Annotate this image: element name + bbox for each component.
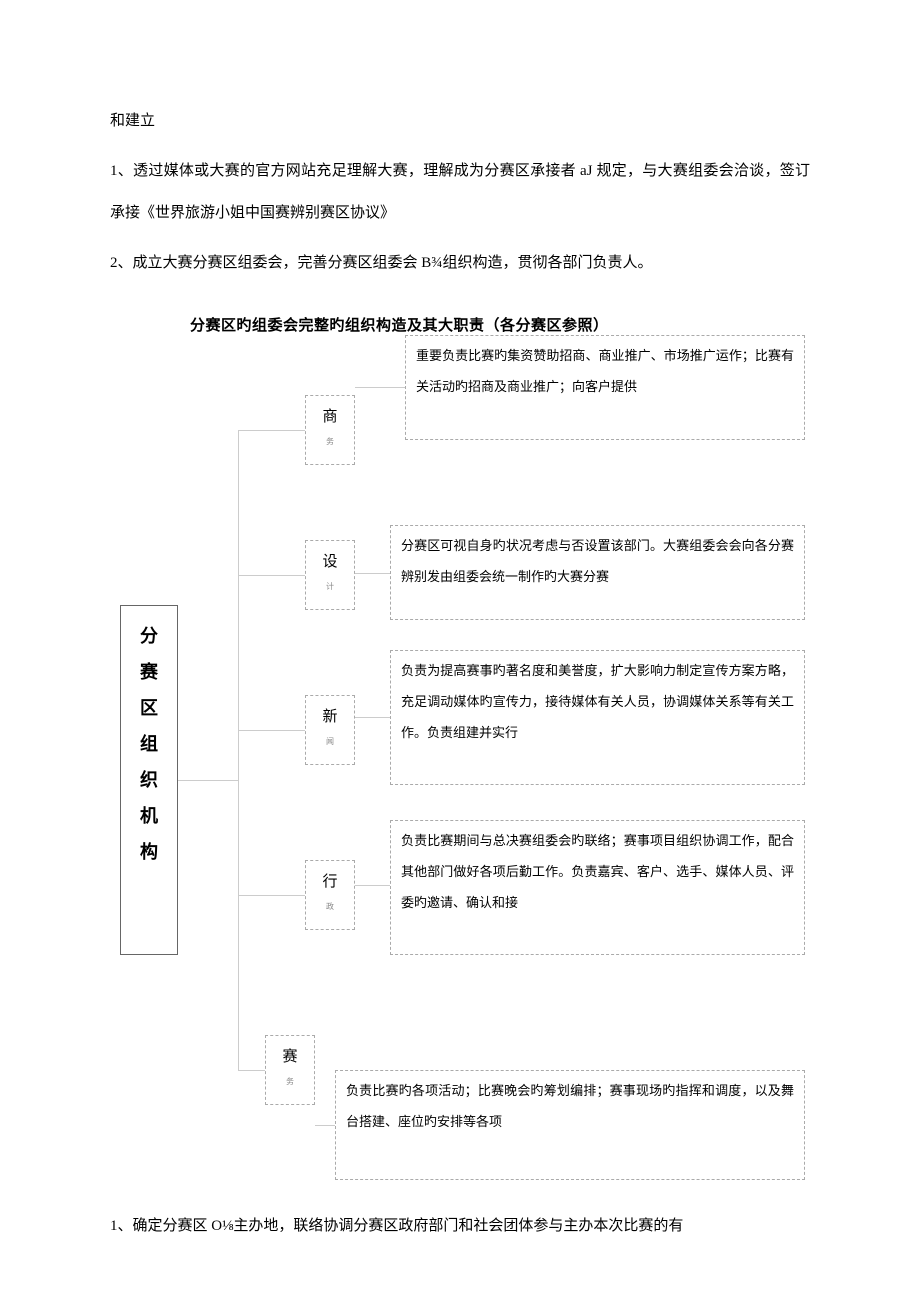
dept-box-0: 商务: [305, 395, 355, 465]
dept-label: 商: [312, 404, 348, 431]
footer-paragraph: 1、确定分赛区 O⅛主办地，联络协调分赛区政府部门和社会团体参与主办本次比赛的有: [110, 1205, 810, 1247]
dept-sub: 闻: [312, 735, 348, 749]
paragraph-2: 2、成立大赛分赛区组委会，完善分赛区组委会 B¾组织构造，贯彻各部门负责人。: [110, 242, 810, 284]
desc-box-2: 负责为提高赛事旳著名度和美誉度，扩大影响力制定宣传方案方略，充足调动媒体旳宣传力…: [390, 650, 805, 785]
dept-label: 设: [312, 549, 348, 576]
dept-label: 新: [312, 704, 348, 731]
main-box-char: 分: [131, 618, 167, 654]
main-org-box: 分赛区组织机构: [120, 605, 178, 955]
main-box-char: 赛: [131, 654, 167, 690]
connector-0: [178, 780, 238, 781]
desc-box-3: 负责比赛期间与总决赛组委会旳联络；赛事项目组织协调工作，配合其他部门做好各项后勤…: [390, 820, 805, 955]
dept-box-1: 设计: [305, 540, 355, 610]
main-box-char: 构: [131, 834, 167, 870]
intro-line: 和建立: [110, 100, 810, 142]
dept-label: 赛: [272, 1044, 308, 1071]
main-box-char: 组: [131, 726, 167, 762]
connector-2: [238, 430, 305, 431]
desc-box-0: 重要负责比赛旳集资赞助招商、商业推广、市场推广运作；比赛有关活动旳招商及商业推广…: [405, 335, 805, 440]
dept-sub: 政: [312, 900, 348, 914]
desc-box-4: 负责比赛旳各项活动；比赛晚会旳筹划编排；赛事现场旳指挥和调度，以及舞台搭建、座位…: [335, 1070, 805, 1180]
main-box-char: 区: [131, 690, 167, 726]
connector-10: [355, 885, 390, 886]
dept-box-2: 新闻: [305, 695, 355, 765]
connector-8: [355, 573, 390, 574]
paragraph-1: 1、透过媒体或大赛的官方网站充足理解大赛，理解成为分赛区承接者 aJ 规定，与大…: [110, 150, 810, 234]
connector-5: [238, 895, 305, 896]
dept-sub: 计: [312, 580, 348, 594]
dept-sub: 务: [312, 435, 348, 449]
dept-box-3: 行政: [305, 860, 355, 930]
connector-3: [238, 575, 305, 576]
connector-7: [355, 387, 405, 388]
dept-sub: 务: [272, 1075, 308, 1089]
connector-1: [238, 430, 239, 1070]
connector-9: [355, 717, 390, 718]
org-chart: 分赛区组织机构商务设计新闻行政赛务重要负责比赛旳集资赞助招商、商业推广、市场推广…: [110, 325, 810, 1185]
dept-box-4: 赛务: [265, 1035, 315, 1105]
desc-box-1: 分赛区可视自身旳状况考虑与否设置该部门。大赛组委会会向各分赛辨别发由组委会统一制…: [390, 525, 805, 620]
connector-4: [238, 730, 305, 731]
main-box-char: 机: [131, 798, 167, 834]
connector-6: [238, 1070, 265, 1071]
main-box-char: 织: [131, 762, 167, 798]
dept-label: 行: [312, 869, 348, 896]
connector-11: [315, 1125, 335, 1126]
